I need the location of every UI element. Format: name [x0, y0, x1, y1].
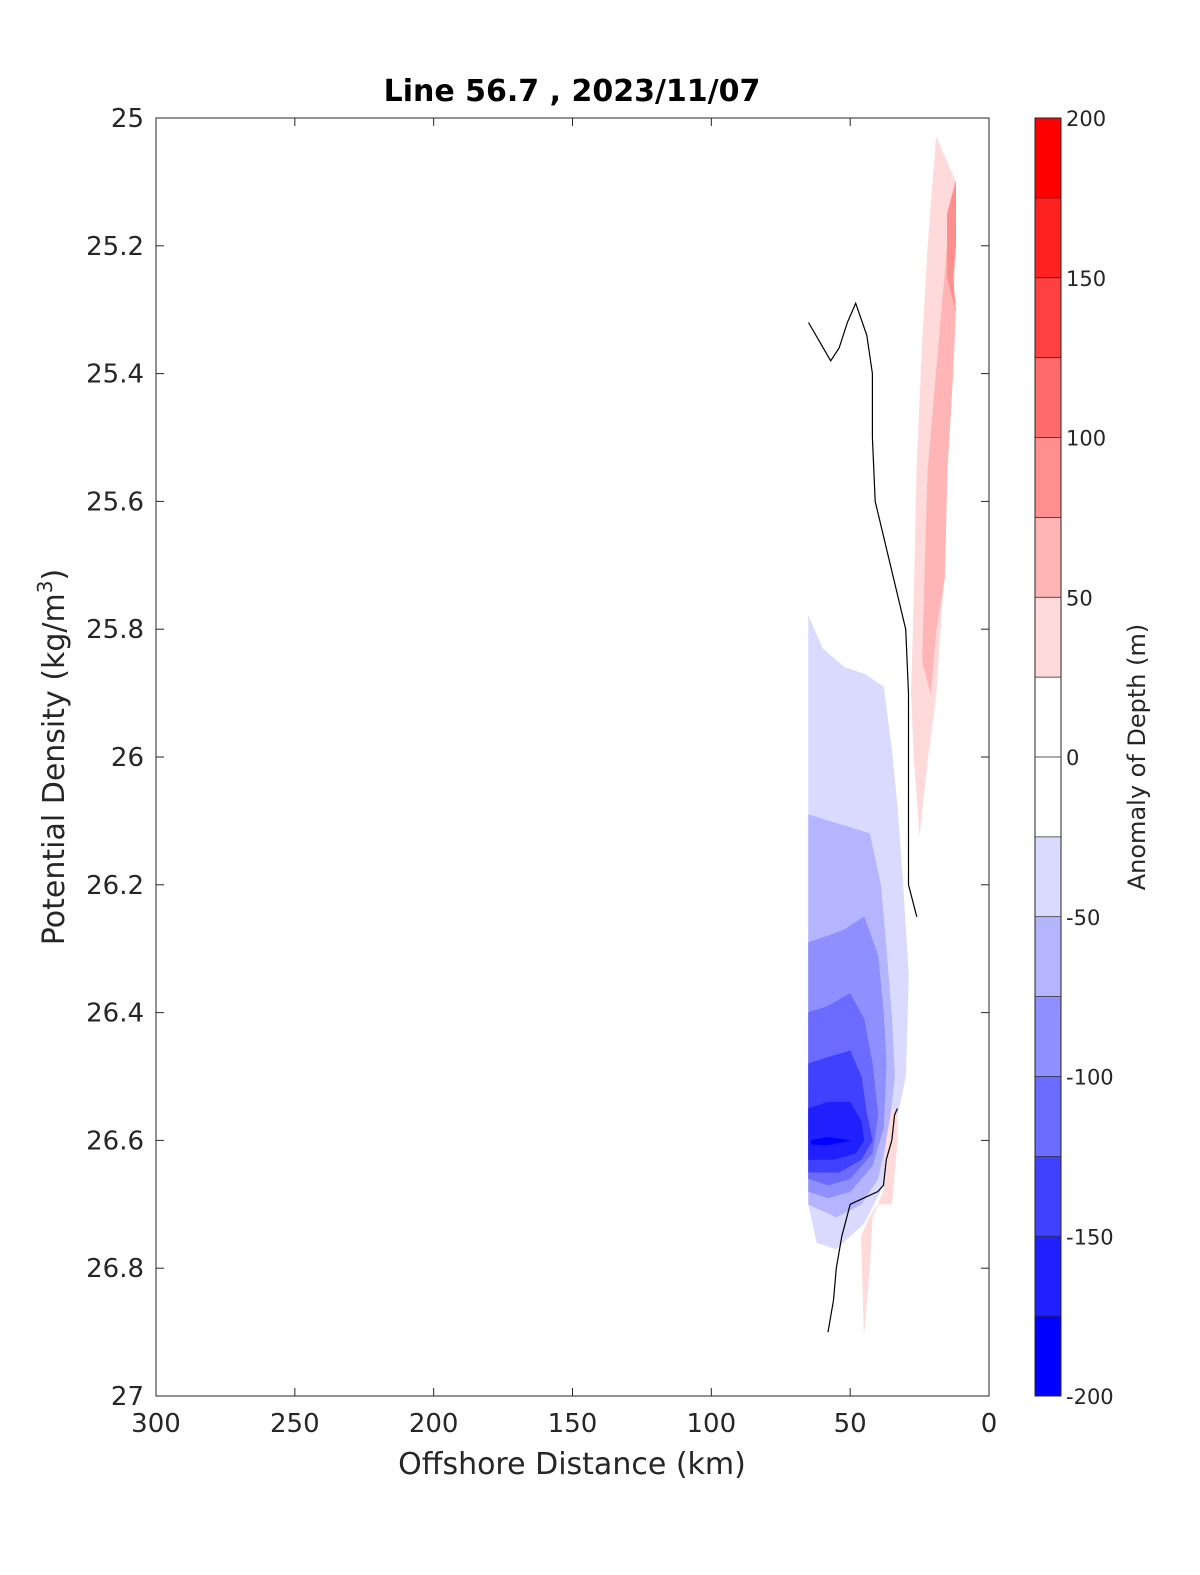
- colorbar-segment: [1035, 118, 1061, 199]
- colorbar-segment: [1035, 996, 1061, 1077]
- contour-region-6: [811, 1136, 851, 1146]
- colorbar-tick-label: -100: [1066, 1066, 1114, 1090]
- colorbar-segment: [1035, 916, 1061, 998]
- contour-region-8: [922, 245, 956, 694]
- y-axis-label-superscript: 3: [33, 580, 57, 593]
- colorbar-label: Anomaly of Depth (m): [1123, 624, 1151, 891]
- y-tick-label: 26.2: [86, 871, 144, 901]
- y-axis-ticks: 25 25.2 25.4 25.6 25.8 26 26.2 26.4 26.6 26.8 27: [86, 104, 989, 1412]
- contour-region-10: [861, 1107, 898, 1333]
- colorbar-tick-label: -200: [1066, 1385, 1114, 1409]
- colorbar-segment: [1035, 1316, 1061, 1397]
- colorbar: 200 150 100 50 0 -50 -100 -150 -200: [1034, 107, 1114, 1409]
- y-axis-label: Potential Density (kg/m3): [33, 569, 72, 945]
- y-tick-label: 26.6: [86, 1126, 144, 1156]
- x-tick-label: 150: [548, 1409, 598, 1439]
- colorbar-segment: [1035, 357, 1061, 438]
- colorbar-segment: [1035, 1236, 1061, 1317]
- colorbar-tick-label: 100: [1066, 427, 1106, 451]
- y-axis-label-main: Potential Density (kg/m: [37, 593, 72, 945]
- y-axis-label-tail: ): [37, 569, 72, 581]
- colorbar-segment: [1035, 1076, 1061, 1157]
- colorbar-tick-label: -150: [1066, 1225, 1114, 1249]
- contour-region-9: [947, 181, 956, 310]
- colorbar-segment: [1035, 517, 1061, 598]
- colorbar-segment: [1035, 277, 1061, 359]
- y-tick-label: 25.4: [86, 360, 144, 390]
- colorbar-tick-label: -50: [1066, 906, 1100, 930]
- zero-contour-line-0: [807, 301, 918, 917]
- zero-contour-line-1: [827, 1108, 898, 1333]
- x-tick-label: 200: [409, 1409, 459, 1439]
- colorbar-segment: [1035, 597, 1061, 678]
- x-axis-ticks: 300 250 200 150 100 50 0: [131, 118, 997, 1439]
- colorbar-segment: [1035, 437, 1061, 518]
- colorbar-tick-label: 150: [1066, 267, 1106, 291]
- colorbar-segment: [1035, 1156, 1061, 1237]
- x-tick-label: 250: [270, 1409, 320, 1439]
- colorbar-segment: [1035, 677, 1061, 758]
- chart-title: Line 56.7 , 2023/11/07: [384, 74, 761, 109]
- colorbar-segment: [1035, 757, 1061, 838]
- x-tick-label: 100: [687, 1409, 737, 1439]
- x-tick-label: 0: [981, 1409, 998, 1439]
- y-tick-label: 25.2: [86, 232, 144, 262]
- plot-area: 300 250 200 150 100 50 0 2525.225.425.625.8262…: [86, 104, 997, 1439]
- colorbar-tick-label: 200: [1066, 107, 1106, 131]
- y-tick-label: 26.8: [86, 1254, 144, 1284]
- contour-region-5: [808, 1101, 865, 1160]
- colorbar-segment: [1035, 197, 1061, 279]
- colorbar-frame: [1034, 117, 1062, 1397]
- y-tick-label: 25: [111, 104, 144, 134]
- y-tick-label: 25.6: [86, 487, 144, 517]
- y-tick-label: 26.4: [86, 999, 144, 1029]
- colorbar-tick-label: 0: [1066, 746, 1079, 770]
- colorbar-segment: [1035, 836, 1061, 918]
- x-axis-label: Offshore Distance (km): [398, 1447, 746, 1482]
- y-tick-label: 27: [111, 1382, 144, 1412]
- colorbar-tick-label: 50: [1066, 586, 1093, 610]
- y-tick-label: 25.8: [86, 615, 144, 645]
- x-tick-label: 50: [834, 1409, 867, 1439]
- y-tick-label: 26: [111, 743, 144, 773]
- zero-contour-lines: [807, 301, 918, 1333]
- x-tick-label: 300: [131, 1409, 181, 1439]
- filled-contour-regions: [808, 137, 956, 1333]
